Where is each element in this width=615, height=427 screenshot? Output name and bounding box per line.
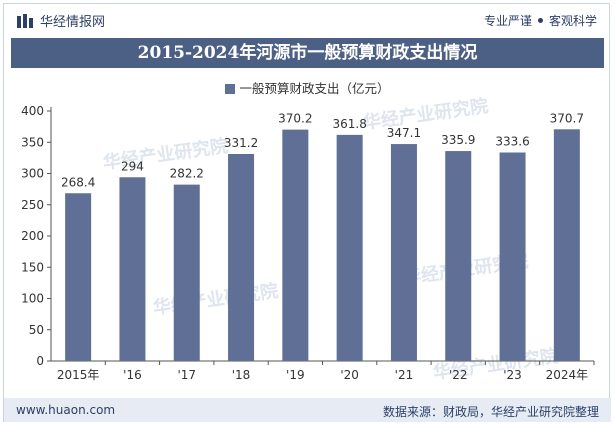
tagline-left: 专业严谨 [483,14,532,28]
y-tick-label: 150 [21,260,44,274]
bar [336,134,363,361]
x-tick-label: '23 [503,368,522,382]
bar-value-label: 370.7 [550,111,584,125]
x-tick-label: '16 [123,368,142,382]
bar-value-label: 333.6 [495,135,529,149]
tagline-dot-icon [537,18,543,23]
y-tick-label: 0 [36,354,44,368]
legend-label: 一般预算财政支出（亿元） [239,81,390,96]
footer: www.huaon.com 数据来源：财政局，华经产业研究院整理 [4,398,611,422]
y-tick-label: 300 [21,167,44,181]
x-tick-label: '22 [449,368,468,382]
watermark-text: 华经产业研究院 [362,95,490,134]
bar [65,193,92,361]
bar-chart: 华经产业研究院华经产业研究院华经产业研究院华经产业研究院华经产业研究院05010… [21,95,595,384]
brand: 华经情报网 [16,11,105,30]
bar-value-label: 294 [121,159,144,173]
brand-logo-icon [17,13,33,28]
footer-website: www.huaon.com [16,403,116,417]
bar [390,144,417,361]
bar [553,129,580,361]
legend: 一般预算财政支出（亿元） [4,78,611,97]
bar-value-label: 361.8 [332,117,366,131]
bar [173,184,200,361]
footer-source: 数据来源：财政局，华经产业研究院整理 [382,405,599,419]
title-bar: 2015-2024年河源市一般预算财政支出情况 [11,38,604,68]
x-tick-label: '21 [395,368,414,382]
bar-value-label: 335.9 [441,133,475,147]
top-bar: 华经情报网 专业严谨 客观科学 [4,4,609,34]
x-tick-label: 2015年 [57,368,100,382]
bar-value-label: 347.1 [387,126,421,140]
x-tick-label: '17 [177,368,196,382]
y-tick-label: 200 [21,229,44,243]
x-tick-label: '20 [340,368,359,382]
watermark-text: 华经产业研究院 [152,280,280,319]
y-tick-label: 50 [29,323,44,337]
chart-title: 2015-2024年河源市一般预算财政支出情况 [137,43,478,63]
bar-value-label: 282.2 [170,167,204,181]
chart-frame: 华经情报网 专业严谨 客观科学 2015-2024年河源市一般预算财政支出情况 … [3,3,611,422]
y-tick-label: 100 [21,292,44,306]
bar [445,151,472,361]
x-tick-label: '19 [286,368,305,382]
bar [499,152,526,361]
tagline-right: 客观科学 [548,14,597,28]
y-tick-label: 350 [21,135,44,149]
x-tick-label: '18 [232,368,251,382]
bar-value-label: 268.4 [61,175,95,189]
y-tick-label: 400 [21,104,44,118]
bar-value-label: 370.2 [278,112,312,126]
tagline: 专业严谨 客观科学 [484,12,597,29]
bar-value-label: 331.2 [224,136,258,150]
brand-name: 华经情报网 [40,15,106,30]
legend-swatch [225,84,236,94]
y-tick-label: 250 [21,198,44,212]
bar [119,177,146,361]
bar [228,154,255,361]
x-tick-label: 2024年 [546,368,589,382]
bar [282,129,309,361]
